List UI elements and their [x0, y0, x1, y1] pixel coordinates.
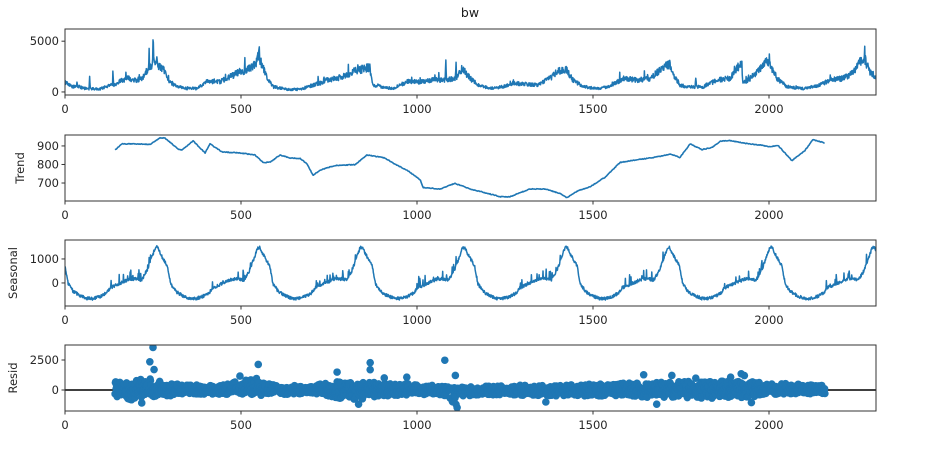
x-tick-label: 1000	[402, 208, 431, 222]
resid-outlier-point	[146, 358, 154, 366]
x-tick-label: 2000	[754, 102, 783, 116]
resid-outlier-point	[333, 368, 341, 376]
resid-outlier-point	[354, 400, 363, 408]
observed-axes: 0 500 1000 1500 2000 0 5000	[30, 28, 877, 116]
resid-outlier-point	[441, 356, 449, 365]
resid-outlier-point	[149, 345, 157, 352]
x-tick-label: 0	[61, 418, 68, 432]
resid-markers	[111, 345, 829, 411]
resid-outlier-point	[691, 374, 700, 382]
x-tick-label: 1500	[578, 418, 607, 432]
resid-outlier-point	[366, 358, 374, 367]
resid-plot-area	[65, 345, 876, 411]
resid-outlier-point	[402, 373, 411, 381]
x-tick-label: 1500	[578, 102, 607, 116]
x-tick-label: 1000	[402, 102, 431, 116]
resid-outlier-point	[453, 403, 461, 411]
observed-axes-frame	[64, 28, 877, 96]
y-tick-label: 5000	[30, 34, 59, 48]
x-tick-label: 500	[230, 102, 252, 116]
y-tick-label: 900	[37, 139, 59, 153]
seasonal-axes: 0 500 1000 1500 2000 0 1000	[30, 239, 877, 327]
x-tick-label: 2000	[754, 418, 783, 432]
x-tick-label: 1500	[578, 313, 607, 327]
x-tick-label: 500	[230, 418, 252, 432]
resid-outlier-point	[137, 399, 146, 407]
y-tick-label: 0	[52, 276, 59, 290]
resid-outlier-point	[726, 373, 735, 381]
seasonal-plot-area	[65, 244, 876, 301]
y-tick-label: 1000	[30, 252, 59, 266]
resid-outlier-point	[236, 372, 244, 380]
x-tick-label: 1000	[402, 418, 431, 432]
resid-outlier-point	[639, 370, 648, 379]
y-tick-label: 2500	[30, 353, 59, 367]
observed-line	[65, 39, 876, 92]
seasonal-ylabel: Seasonal	[6, 247, 20, 299]
x-tick-label: 2000	[754, 313, 783, 327]
trend-ylabel: Trend	[13, 152, 27, 184]
resid-outlier-point	[380, 374, 389, 382]
x-tick-label: 2000	[754, 208, 783, 222]
resid-outlier-point	[150, 365, 158, 374]
resid-outlier-point	[451, 371, 460, 380]
resid-outlier-point	[366, 365, 374, 374]
observed-plot-area	[65, 39, 876, 92]
x-tick-label: 1500	[578, 208, 607, 222]
trend-line	[114, 136, 825, 199]
y-tick-label: 800	[37, 158, 59, 172]
y-tick-label: 0	[52, 85, 59, 99]
resid-point	[821, 389, 829, 398]
resid-outlier-point	[652, 400, 661, 408]
trend-plot-area	[114, 136, 825, 199]
resid-outlier-point	[542, 398, 550, 406]
resid-outlier-point	[747, 398, 756, 407]
x-tick-label: 500	[230, 313, 252, 327]
resid-outlier-point	[740, 371, 749, 380]
y-tick-label: 0	[52, 383, 59, 397]
trend-axes: 0 500 1000 1500 2000 700 800 900	[37, 134, 877, 222]
x-tick-label: 1000	[402, 313, 431, 327]
x-tick-label: 0	[61, 208, 68, 222]
resid-point	[231, 378, 239, 386]
resid-outlier-point	[254, 360, 263, 369]
trend-axes-frame	[64, 134, 877, 202]
seasonal-axes-frame	[64, 239, 877, 307]
resid-axes: 0 500 1000 1500 2000 0 2500	[30, 344, 877, 432]
resid-outlier-point	[668, 371, 676, 380]
x-tick-label: 0	[61, 102, 68, 116]
resid-axes-frame	[64, 344, 877, 412]
y-tick-label: 700	[37, 176, 59, 190]
figure-title: bw	[461, 5, 479, 20]
seasonal-line	[65, 244, 876, 301]
x-tick-label: 500	[230, 208, 252, 222]
resid-ylabel: Resid	[6, 362, 20, 393]
x-tick-label: 0	[61, 313, 68, 327]
